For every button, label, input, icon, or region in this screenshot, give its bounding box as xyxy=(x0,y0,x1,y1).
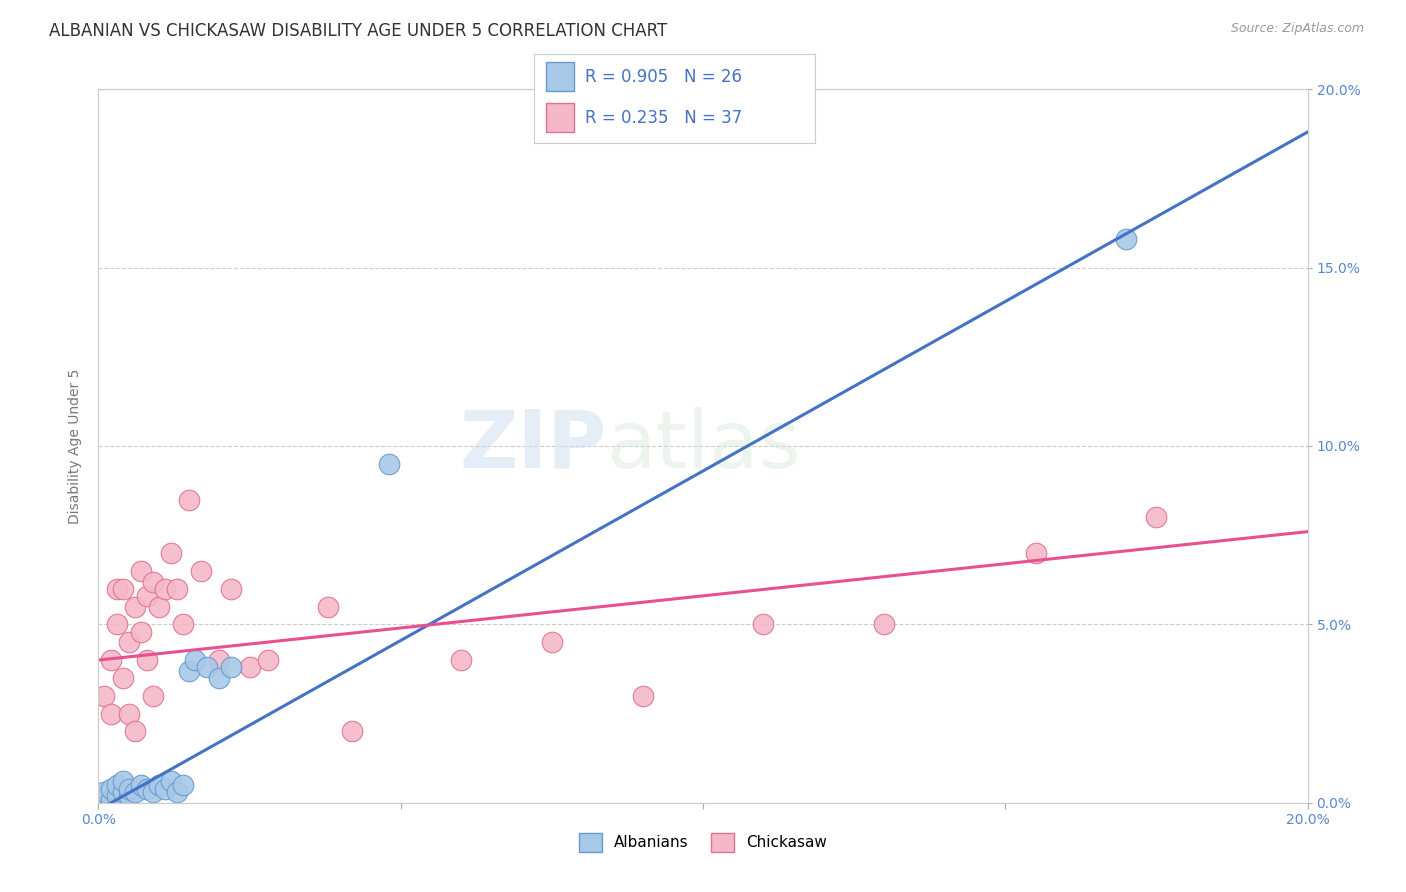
Point xyxy=(1024,546,1046,560)
Point xyxy=(316,599,339,614)
Point xyxy=(105,789,128,803)
Point xyxy=(166,785,188,799)
Point xyxy=(105,582,128,596)
Point xyxy=(142,574,165,589)
Text: ZIP: ZIP xyxy=(458,407,606,485)
Legend: Albanians, Chickasaw: Albanians, Chickasaw xyxy=(571,825,835,859)
Point xyxy=(221,582,243,596)
Point xyxy=(129,624,152,639)
Point xyxy=(124,724,146,739)
Point xyxy=(179,492,201,507)
Point xyxy=(179,664,201,678)
Point xyxy=(124,599,146,614)
Point xyxy=(221,660,243,674)
Point xyxy=(135,781,157,796)
Point xyxy=(172,778,194,792)
Text: R = 0.905   N = 26: R = 0.905 N = 26 xyxy=(585,68,742,86)
Point xyxy=(118,635,141,649)
Point xyxy=(148,599,170,614)
Point xyxy=(124,785,146,799)
Point xyxy=(239,660,262,674)
FancyBboxPatch shape xyxy=(546,103,574,132)
Point xyxy=(172,617,194,632)
Point xyxy=(190,564,212,578)
Point xyxy=(93,789,115,803)
FancyBboxPatch shape xyxy=(546,62,574,91)
Point xyxy=(142,785,165,799)
Point xyxy=(129,564,152,578)
Point xyxy=(129,778,152,792)
Point xyxy=(450,653,472,667)
Point xyxy=(153,781,176,796)
Point xyxy=(153,582,176,596)
Text: R = 0.235   N = 37: R = 0.235 N = 37 xyxy=(585,109,742,127)
Point xyxy=(160,774,183,789)
Point xyxy=(118,789,141,803)
Point xyxy=(342,724,364,739)
Text: Source: ZipAtlas.com: Source: ZipAtlas.com xyxy=(1230,22,1364,36)
Point xyxy=(873,617,896,632)
Point xyxy=(540,635,562,649)
Point xyxy=(135,653,157,667)
Point xyxy=(105,617,128,632)
Text: atlas: atlas xyxy=(606,407,800,485)
Y-axis label: Disability Age Under 5: Disability Age Under 5 xyxy=(69,368,83,524)
Point xyxy=(195,660,218,674)
Point xyxy=(93,689,115,703)
Point xyxy=(100,792,122,806)
Point xyxy=(111,774,134,789)
Point xyxy=(100,706,122,721)
Point xyxy=(166,582,188,596)
Point xyxy=(160,546,183,560)
Point xyxy=(111,671,134,685)
Point xyxy=(111,785,134,799)
Point xyxy=(111,582,134,596)
Point xyxy=(1115,232,1137,246)
Point xyxy=(142,689,165,703)
Point xyxy=(105,778,128,792)
Point xyxy=(100,781,122,796)
Point xyxy=(631,689,654,703)
Point xyxy=(148,778,170,792)
Point xyxy=(135,589,157,603)
Point xyxy=(256,653,278,667)
Point xyxy=(118,706,141,721)
Point xyxy=(100,653,122,667)
Point xyxy=(93,785,115,799)
Text: ALBANIAN VS CHICKASAW DISABILITY AGE UNDER 5 CORRELATION CHART: ALBANIAN VS CHICKASAW DISABILITY AGE UND… xyxy=(49,22,668,40)
Point xyxy=(184,653,207,667)
Point xyxy=(208,671,231,685)
Point xyxy=(752,617,775,632)
Point xyxy=(377,457,399,471)
Point xyxy=(118,781,141,796)
Point xyxy=(1144,510,1167,524)
Point xyxy=(208,653,231,667)
